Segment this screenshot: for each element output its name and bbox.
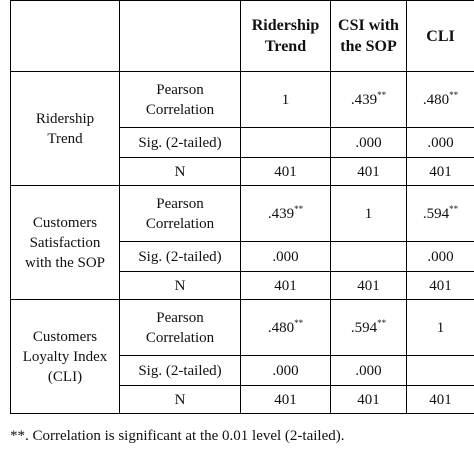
table-cell: 401 xyxy=(330,385,407,414)
row-group-label: Customers Loyalty Index (CLI) xyxy=(10,299,120,414)
stat-label-sig: Sig. (2-tailed) xyxy=(119,355,241,386)
stat-label-pearson: Pearson Correlation xyxy=(119,185,241,242)
table-cell xyxy=(240,127,331,158)
table-cell: 401 xyxy=(240,271,331,300)
table-row: Sig. (2-tailed) .000 .000 xyxy=(11,355,474,386)
table-cell: .439** xyxy=(330,71,407,128)
header-row: Ridership Trend CSI with the SOP CLI xyxy=(10,0,474,72)
table-row: Customers Satisfaction with the SOP Pear… xyxy=(10,185,474,300)
table-row: N 401 401 401 xyxy=(11,385,474,414)
table-cell: .000 xyxy=(330,355,407,386)
table-cell: .480** xyxy=(406,71,474,128)
table-cell: 401 xyxy=(240,157,331,186)
table-cell: .594** xyxy=(406,185,474,242)
table-cell: .480** xyxy=(240,299,331,356)
table-row: Ridership Trend Pearson Correlation 1 .4… xyxy=(10,71,474,186)
header-empty-cell xyxy=(10,0,120,72)
row-group-label: Customers Satisfaction with the SOP xyxy=(10,185,120,300)
table-cell: .000 xyxy=(406,127,474,158)
correlation-table: Ridership Trend CSI with the SOP CLI Rid… xyxy=(10,0,474,414)
table-cell: 401 xyxy=(406,385,474,414)
table-row: Sig. (2-tailed) .000 .000 xyxy=(11,241,474,272)
table-cell: 401 xyxy=(240,385,331,414)
table-cell: .000 xyxy=(406,241,474,272)
stat-label-pearson: Pearson Correlation xyxy=(119,71,241,128)
table-cell: 401 xyxy=(330,157,407,186)
table-cell: 1 xyxy=(240,71,331,128)
table-cell: 1 xyxy=(330,185,407,242)
table-cell: .594** xyxy=(330,299,407,356)
stat-label-sig: Sig. (2-tailed) xyxy=(119,241,241,272)
header-csi-with-sop: CSI with the SOP xyxy=(330,0,407,72)
table-cell xyxy=(406,355,474,386)
header-empty-cell xyxy=(119,0,241,72)
table-cell: .000 xyxy=(240,355,331,386)
table-cell: 1 xyxy=(406,299,474,356)
table-cell: 401 xyxy=(330,271,407,300)
stat-label-n: N xyxy=(119,157,241,186)
table-cell: .000 xyxy=(240,241,331,272)
table-cell xyxy=(330,241,407,272)
stat-label-sig: Sig. (2-tailed) xyxy=(119,127,241,158)
row-group-label: Ridership Trend xyxy=(10,71,120,186)
significance-footnote: **. Correlation is significant at the 0.… xyxy=(10,428,345,444)
table-cell: 401 xyxy=(406,157,474,186)
stat-label-pearson: Pearson Correlation xyxy=(119,299,241,356)
table-cell: 401 xyxy=(406,271,474,300)
header-cli: CLI xyxy=(406,0,474,72)
table-cell: .000 xyxy=(330,127,407,158)
header-ridership-trend: Ridership Trend xyxy=(240,0,331,72)
table-row: N 401 401 401 xyxy=(11,157,474,186)
stat-label-n: N xyxy=(119,271,241,300)
stat-label-n: N xyxy=(119,385,241,414)
table-row: Customers Loyalty Index (CLI) Pearson Co… xyxy=(10,299,474,414)
table-cell: .439** xyxy=(240,185,331,242)
